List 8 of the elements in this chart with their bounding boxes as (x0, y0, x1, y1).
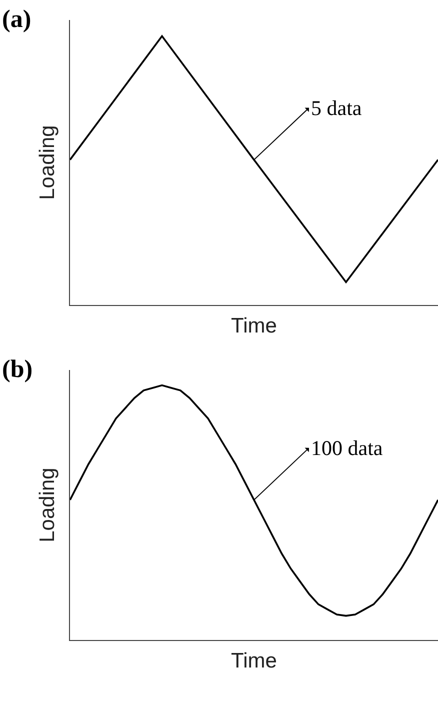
x-axis-title: Time (231, 650, 277, 673)
chart-title: (a) (2, 6, 32, 33)
y-axis-title: Loading (36, 125, 60, 200)
annotation: 100 data (311, 436, 384, 460)
x-axis-title: Time (231, 314, 277, 338)
y-axis-title: Loading (36, 468, 60, 542)
chart-title: (b) (2, 356, 33, 383)
annotation: 5 data (311, 96, 362, 120)
